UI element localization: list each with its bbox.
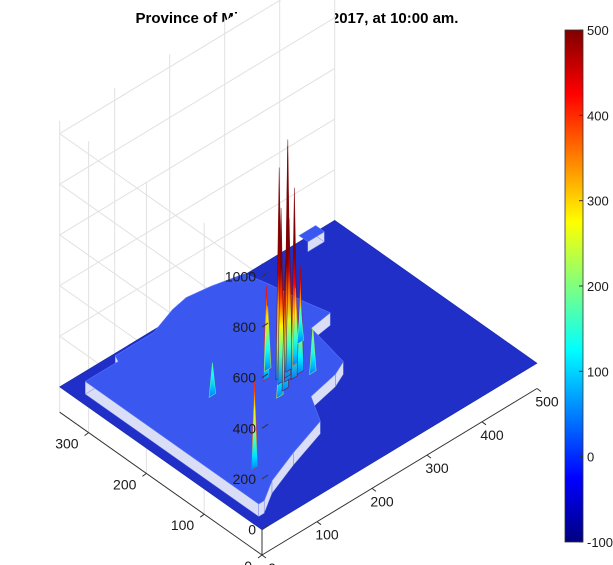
y-axis-line — [59, 411, 263, 556]
colorbar-tick-label: 200 — [587, 279, 609, 294]
colorbar-tick-label: 400 — [587, 108, 609, 123]
surface-peak — [250, 379, 259, 472]
x-tick-label: 300 — [425, 460, 449, 476]
surface-peak — [296, 306, 305, 345]
surface-peak — [291, 287, 300, 367]
surface-peak — [264, 306, 272, 373]
z-tick-mark — [261, 322, 269, 328]
x-tick-label: 400 — [480, 427, 504, 443]
colorbar-tick-label: 100 — [587, 364, 609, 379]
x-tick-label: 500 — [535, 394, 559, 410]
surface-plot — [59, 139, 538, 531]
colorbar-tick-label: -100 — [587, 535, 613, 550]
y-tick-label: 300 — [55, 436, 79, 452]
x-tick-mark — [371, 487, 377, 492]
y-tick-mark — [84, 432, 89, 437]
y-tick-label: 200 — [113, 476, 137, 492]
z-tick-label: 600 — [233, 370, 257, 386]
x-tick-mark — [261, 554, 267, 559]
x-tick-mark — [481, 421, 487, 426]
x-tick-label: 0 — [268, 560, 276, 565]
z-tick-mark — [261, 423, 269, 429]
y-tick-mark — [199, 513, 205, 518]
back-right-wall — [59, 0, 335, 413]
z-tick-mark — [261, 271, 269, 277]
z-tick-label: 400 — [233, 420, 257, 436]
x-tick-mark — [536, 388, 542, 392]
x-axis-ticks: 0 100 200 300 400 500 — [261, 388, 559, 565]
z-tick-mark — [261, 474, 269, 480]
z-tick-label: 800 — [233, 319, 257, 335]
z-tick-label: 0 — [248, 522, 256, 538]
surface-peak — [309, 326, 317, 376]
y-tick-label: 100 — [171, 517, 195, 533]
surface-peak — [208, 362, 217, 398]
z-tick-mark — [261, 373, 269, 379]
z-tick-label: 200 — [233, 471, 257, 487]
z-tick-mark — [261, 525, 269, 531]
colorbar-tick-label: 500 — [587, 23, 609, 38]
colorbar-ticks: -100 0 100 200 300 400 500 — [579, 23, 613, 550]
y-axis-ticks: 0 100 200 300 — [55, 411, 263, 565]
colorbar-tick-label: 0 — [587, 450, 594, 465]
x-tick-mark — [426, 454, 432, 459]
y-tick-mark — [257, 554, 263, 559]
x-axis-line — [261, 388, 538, 556]
z-tick-label: 1000 — [225, 268, 256, 284]
surface-peak — [285, 218, 293, 373]
colorbar-tick-label: 300 — [587, 194, 609, 209]
y-tick-label: 0 — [244, 558, 252, 565]
x-tick-label: 100 — [315, 527, 339, 543]
z-axis-ticks: 0 200 400 600 800 1000 — [225, 268, 269, 538]
x-tick-mark — [316, 521, 322, 526]
islet-top — [298, 225, 325, 243]
y-tick-mark — [142, 472, 147, 477]
x-tick-label: 200 — [370, 493, 394, 509]
surface-peak — [277, 207, 285, 386]
